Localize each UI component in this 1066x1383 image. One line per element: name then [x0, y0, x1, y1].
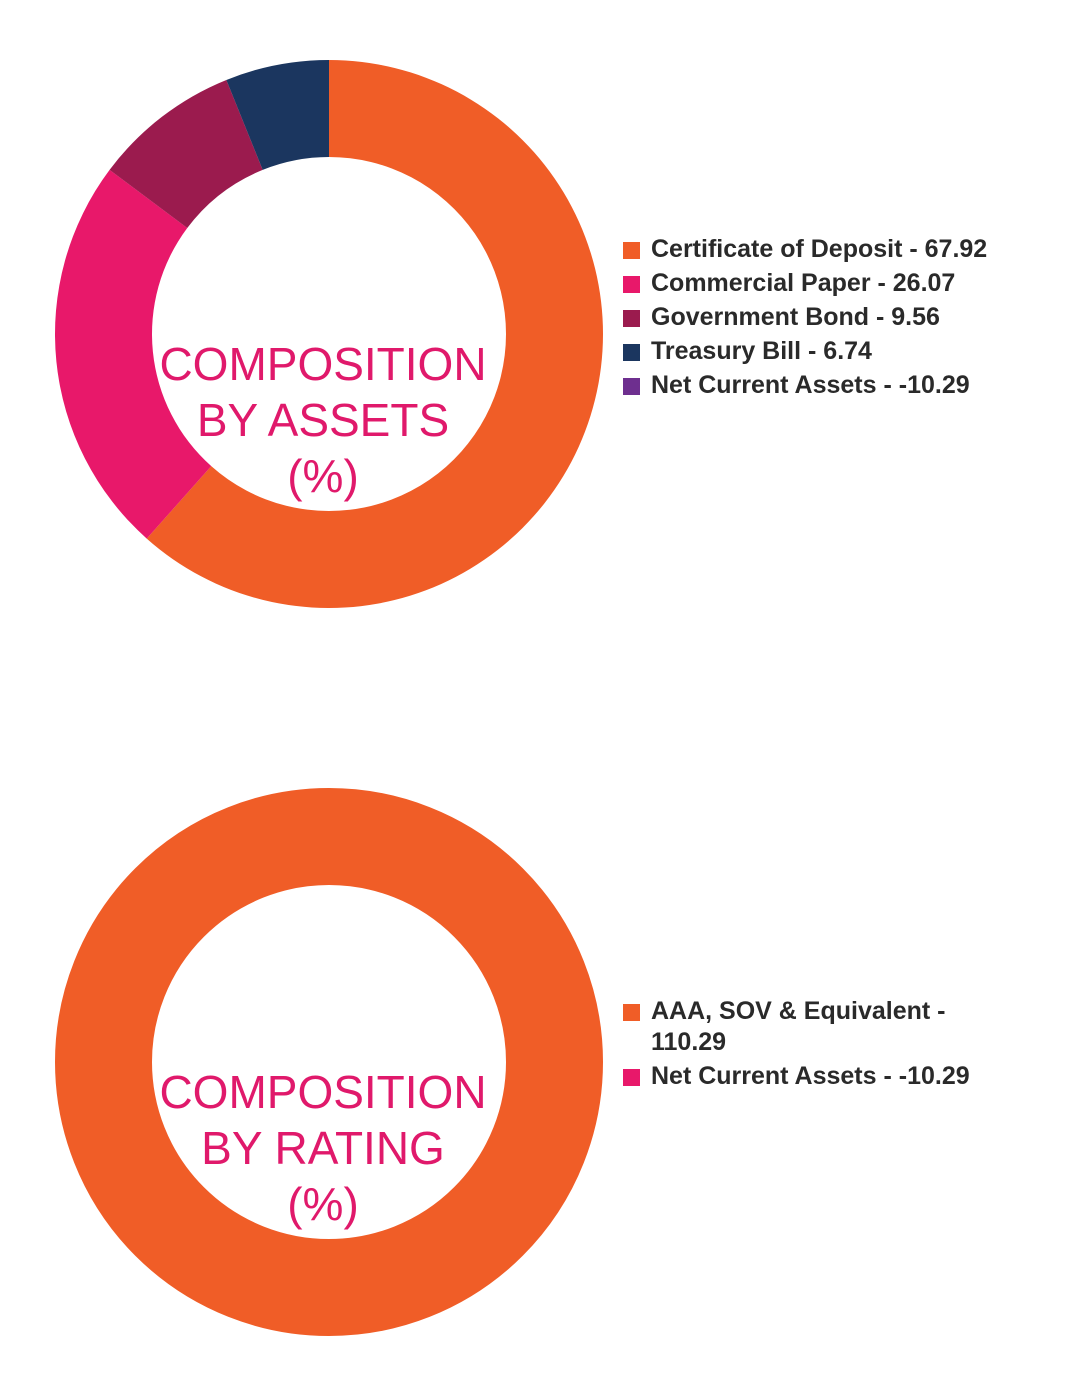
assets-donut-chart: [55, 60, 604, 608]
legend-swatch: [623, 276, 640, 293]
assets-title-line-2: BY ASSETS: [196, 394, 450, 446]
rating-chart-title: COMPOSITION BY RATING (%): [143, 1064, 503, 1232]
legend-label: Treasury Bill - 6.74: [651, 337, 872, 365]
legend-item-certificate-of-deposit: Certificate of Deposit - 67.92: [623, 234, 1043, 265]
legend-label: AAA, SOV & Equivalent - 110.29: [651, 997, 946, 1056]
rating-legend: AAA, SOV & Equivalent - 110.29 Net Curre…: [623, 996, 983, 1095]
legend-item-government-bond: Government Bond - 9.56: [623, 302, 1043, 333]
donut-slice-aaa-sov-equivalent: [55, 788, 603, 1336]
donut-slice-government-bond: [109, 79, 263, 228]
legend-label: Government Bond - 9.56: [651, 303, 940, 331]
rating-title-line-1: COMPOSITION: [159, 1066, 487, 1118]
legend-swatch: [623, 378, 640, 395]
legend-label: Certificate of Deposit - 67.92: [651, 235, 988, 263]
legend-item-aaa-sov-equivalent: AAA, SOV & Equivalent - 110.29: [623, 996, 983, 1058]
rating-title-line-3: (%): [287, 1178, 359, 1230]
legend-swatch: [623, 242, 640, 259]
rating-donut-chart: [55, 788, 603, 1336]
legend-label: Commercial Paper - 26.07: [651, 269, 956, 297]
donut-slice-commercial-paper: [55, 169, 212, 539]
legend-label: Net Current Assets - -10.29: [651, 371, 970, 399]
assets-chart-title: COMPOSITION BY ASSETS (%): [143, 336, 503, 504]
legend-swatch: [623, 1069, 640, 1086]
assets-title-line-3: (%): [287, 450, 359, 502]
rating-title-line-2: BY RATING: [201, 1122, 445, 1174]
legend-swatch: [623, 310, 640, 327]
donut-slice-treasury-bill: [226, 60, 329, 170]
donut-slice-certificate-of-deposit: [146, 60, 604, 608]
legend-swatch: [623, 1004, 640, 1021]
assets-legend: Certificate of Deposit - 67.92 Commercia…: [623, 234, 1043, 404]
legend-item-net-current-assets: Net Current Assets - -10.29: [623, 1061, 983, 1092]
legend-label: Net Current Assets - -10.29: [651, 1062, 970, 1090]
legend-item-treasury-bill: Treasury Bill - 6.74: [623, 336, 1043, 367]
legend-item-commercial-paper: Commercial Paper - 26.07: [623, 268, 1043, 299]
legend-item-net-current-assets: Net Current Assets - -10.29: [623, 370, 1043, 401]
assets-title-line-1: COMPOSITION: [159, 338, 487, 390]
legend-swatch: [623, 344, 640, 361]
